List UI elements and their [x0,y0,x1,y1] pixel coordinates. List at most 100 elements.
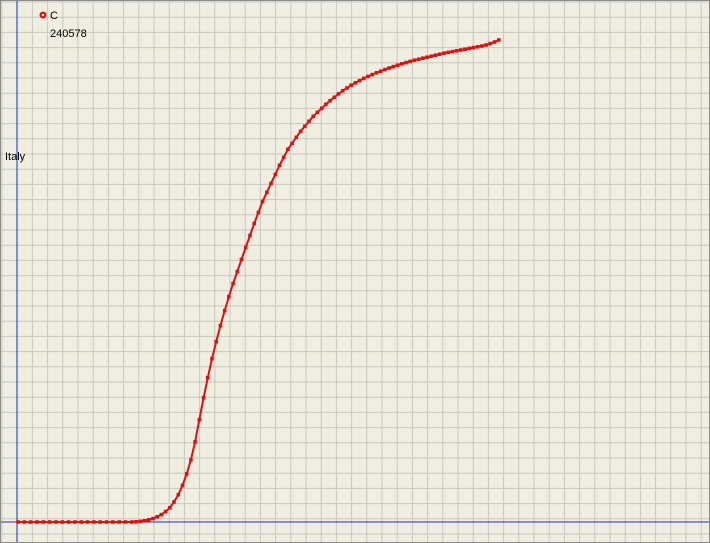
data-point [28,520,33,524]
data-point [35,520,39,524]
data-point [142,519,147,523]
data-point [442,51,446,55]
data-point [492,40,497,44]
data-point [480,44,484,48]
data-point [54,520,58,524]
data-point [92,520,96,524]
data-point [383,67,387,72]
data-point [488,41,493,46]
data-point [353,81,358,85]
data-point [378,69,383,73]
data-point [345,86,349,90]
data-point [307,119,311,124]
data-point [370,72,375,77]
data-point [159,512,164,517]
data-point [180,483,185,488]
data-point [446,50,450,55]
data-point [387,66,391,70]
data-point [484,43,488,47]
data-point [235,269,240,274]
data-point [73,520,77,524]
data-point [248,233,252,238]
data-point [146,518,151,522]
data-point [467,46,472,51]
legend: C 240578 [39,10,87,40]
data-point [303,124,307,129]
data-point [497,38,501,42]
data-points [16,38,501,524]
data-point [332,95,337,100]
data-point [134,520,138,524]
data-point [336,92,341,96]
data-point [201,396,206,400]
data-point [425,55,429,59]
data-point [408,59,412,64]
data-point [357,78,362,83]
data-point [286,147,290,152]
data-point [227,294,231,299]
data-point [130,520,134,524]
data-point [16,520,20,524]
legend-series-name: C [50,10,58,22]
y-axis-label: Italy [5,151,26,163]
data-point [85,520,90,524]
data-point [395,63,400,67]
data-point [400,62,404,66]
data-point [269,181,273,186]
data-point [475,45,480,49]
data-point [222,308,227,313]
data-point [311,114,315,119]
data-point [421,56,425,60]
data-point [429,54,434,58]
data-point [256,210,261,215]
data-point [163,509,168,514]
data-point [151,516,155,521]
data-point [168,506,172,510]
data-point [281,155,286,160]
data-point [324,102,328,107]
data-point [243,245,248,250]
data-point [66,520,71,524]
data-point [214,339,218,344]
data-point [471,45,476,50]
data-point [298,129,303,134]
data-point [454,49,459,53]
data-point [22,520,27,524]
data-point [206,375,210,380]
data-point [252,221,256,226]
data-point [155,515,159,519]
data-point [374,71,379,75]
marker-center-dot [41,13,45,17]
data-point [189,458,193,462]
data-point [294,135,299,140]
data-point [218,323,223,328]
data-point [231,281,235,286]
data-point [98,520,102,524]
data-point [123,520,128,524]
data-point [450,49,455,54]
data-point [60,520,65,524]
data-point [349,83,353,87]
data-point [290,141,294,146]
data-point [433,53,438,57]
series-line [18,39,500,523]
data-point [138,519,143,524]
data-point [210,356,214,361]
data-point [463,47,467,51]
data-point [416,57,421,61]
data-point [340,89,345,93]
data-point [366,74,370,79]
data-point [459,48,463,52]
data-point [176,493,181,497]
data-point [328,98,332,103]
data-point [41,520,46,524]
data-point [172,500,176,504]
data-point [412,58,417,62]
data-point [184,472,189,476]
data-point [319,106,324,111]
data-point [273,172,278,177]
